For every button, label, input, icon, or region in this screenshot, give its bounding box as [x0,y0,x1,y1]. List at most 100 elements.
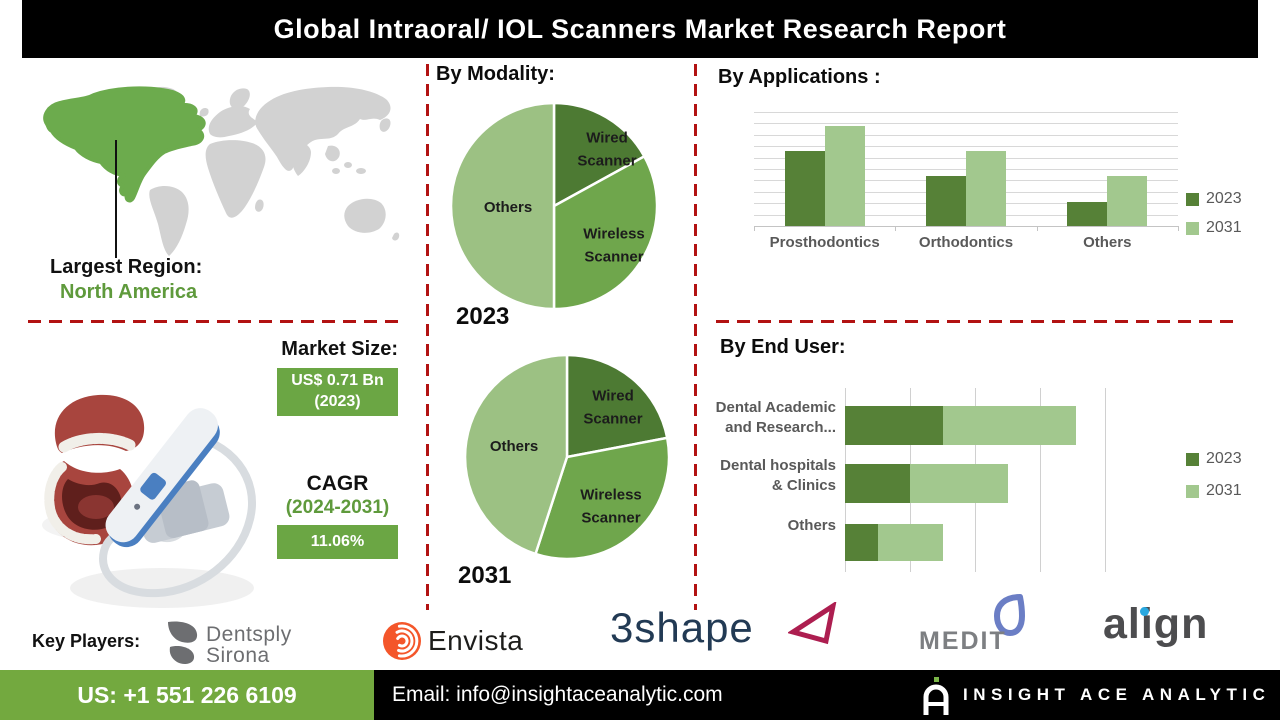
pie-slice-others [463,353,569,556]
pie-slice-label: Wired Scanner [577,129,637,170]
dentsply-line1: Dentsply [206,623,292,646]
legend-item-2031: 2031 [1186,482,1242,500]
legend-item-2023: 2023 [1186,450,1242,468]
market-size-heading: Market Size: [281,338,398,360]
scandinavia [229,88,250,109]
legend-swatch-2031 [1186,484,1199,498]
market-size-value: US$ 0.71 Bn [291,372,384,390]
hbar-2031-segment [942,406,1076,445]
pie-year-2023: 2023 [456,303,510,330]
legend-label-2031: 2031 [1206,482,1242,499]
africa [205,140,266,218]
axis-tick [895,226,897,231]
legend-label-2031: 2031 [1206,219,1242,236]
applications-legend: 2023 2031 [1186,190,1242,237]
pie-slice-label: Others [483,198,533,216]
axis-tick [1036,226,1038,231]
key-players-heading: Key Players: [32,631,141,651]
pie-slice-wireless-scanner [552,155,659,311]
bar-2031-prosthodontics [824,125,865,226]
footer-company: INSIGHT ACE ANALYTIC [963,685,1271,704]
market-size-value-box: US$ 0.71 Bn (2023) [277,368,398,416]
gridline [754,146,1178,148]
new-zealand [392,232,400,241]
pie-slice-wired-scanner [565,353,669,459]
gridline [1040,388,1041,572]
modality-pie-2023: Wired Scanner Wireless Scanner Others [448,100,660,312]
cagr-period: (2024-2031) [285,497,390,518]
bar-2023-orthodontics [926,175,966,226]
axis-tick [754,226,755,231]
align-i-dot [1140,607,1149,616]
bar-2031-others [1107,175,1148,226]
hbar-2023-segment [845,406,943,445]
category-label: Others [787,517,836,534]
cagr-value-box: 11.06% [277,525,398,559]
category-label: Prosthodontics [769,234,880,251]
australia [344,198,386,233]
asia [255,86,391,171]
applications-heading: By Applications : [718,66,881,88]
envista-wordmark: Envista [428,625,524,656]
market-size-year: (2023) [314,393,361,410]
region-pointer-line [115,140,117,258]
category-label: Dental hospitals & Clinics [720,457,836,495]
legend-label-2023: 2023 [1206,450,1242,467]
legend-label-2023: 2023 [1206,190,1242,207]
applications-chart: Prosthodontics Orthodontics Others [754,112,1179,272]
gridline [754,123,1178,125]
japan [379,118,391,132]
hbar-2023-segment [845,524,878,561]
hbar-2031-segment [910,464,1008,503]
medit-wordmark: MEDIT [919,627,1007,655]
pie-slice-label: Others [489,437,539,455]
enduser-category-labels: Dental Academic and Research... Dental ho… [698,385,836,585]
bar-2031-orthodontics [966,150,1006,226]
separator-vertical-1 [426,64,429,610]
footer-phone: US: +1 551 226 6109 [77,681,297,708]
dentsply-sirona-icon [168,621,198,664]
separator-right [716,320,1234,323]
align-wordmark: align [1103,600,1209,648]
gridline [754,112,1178,113]
cagr-value: 11.06% [310,532,365,550]
map-continents [146,86,400,256]
legend-swatch-2023 [1186,452,1199,466]
europe [208,106,258,138]
largest-region-label: Largest Region: [50,256,203,278]
legend-item-2031: 2031 [1186,219,1242,237]
pie-slice-others [449,101,556,311]
gridline [754,134,1178,136]
pie-slice-label: Wired Scanner [583,387,643,428]
enduser-legend: 2023 2031 [1186,450,1242,500]
bar-2023-prosthodontics [784,150,825,226]
uk [199,107,209,117]
pie-slice-wired-scanner [552,101,646,208]
south-america [149,186,189,256]
legend-swatch-2023 [1186,192,1199,206]
x-axis [754,226,1178,227]
north-america-region [43,86,206,203]
3shape-arrow-icon [788,602,837,645]
scanner-illustration [42,394,256,608]
title-bar: Global Intraoral/ IOL Scanners Market Re… [22,0,1258,58]
enduser-chart [845,385,1145,585]
modality-heading: By Modality: [436,63,555,85]
dentsply-sirona-wordmark: Dentsply Sirona [206,624,292,666]
madagascar [255,199,264,212]
largest-region-value: North America [60,281,198,303]
footer-email: Email: info@insightaceanalytic.com [392,683,723,706]
insight-ace-logo [923,677,949,715]
footer-phone-box: US: +1 551 226 6109 [0,670,374,720]
envista-icon [383,622,421,660]
axis-tick [1178,226,1179,231]
page-title: Global Intraoral/ IOL Scanners Market Re… [273,13,1007,44]
se-asia [325,145,340,162]
hbar-2023-segment [845,464,910,503]
category-label: Dental Academic and Research... [715,399,836,437]
enduser-heading: By End User: [720,336,846,358]
pie-slice-wireless-scanner [534,436,671,561]
medit-icon [994,594,1025,636]
dentsply-line2: Sirona [206,644,270,667]
